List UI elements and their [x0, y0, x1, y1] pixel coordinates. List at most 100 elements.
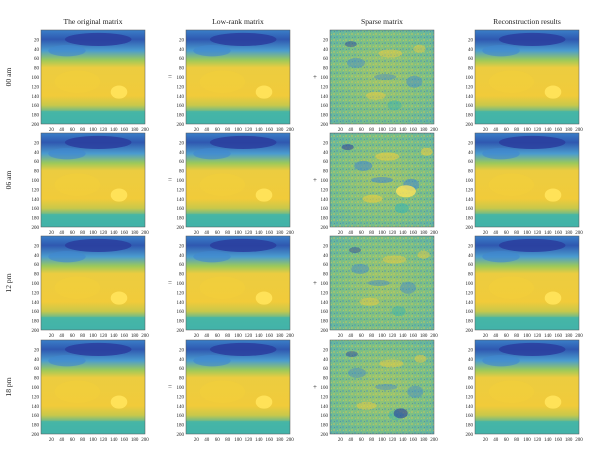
heatmap-blob — [407, 385, 424, 398]
x-tick-label: 140 — [544, 438, 552, 443]
x-tick-label: 80 — [225, 231, 231, 236]
y-tick-label: 80 — [468, 67, 474, 72]
y-tick-label: 180 — [466, 424, 474, 429]
x-tick-label: 180 — [565, 128, 573, 133]
y-tick-label: 200 — [321, 433, 329, 438]
column-title: Reconstruction results — [493, 17, 561, 26]
x-tick-label: 100 — [523, 438, 531, 443]
x-tick-label: 120 — [534, 334, 542, 339]
heatmap-blob — [193, 355, 231, 367]
y-tick-label: 140 — [321, 198, 329, 203]
x-tick-label: 80 — [80, 231, 86, 236]
y-tick-label: 160 — [32, 207, 40, 212]
x-tick-label: 160 — [554, 231, 562, 236]
y-tick-label: 80 — [468, 377, 474, 382]
y-tick-label: 180 — [466, 320, 474, 325]
y-tick-label: 120 — [466, 395, 474, 400]
y-tick-label: 20 — [468, 141, 474, 146]
heatmap-blob — [54, 380, 101, 403]
x-tick-label: 200 — [430, 231, 438, 236]
x-tick-label: 120 — [389, 231, 397, 236]
y-tick-label: 20 — [179, 244, 185, 249]
x-tick-label: 20 — [49, 231, 55, 236]
y-tick-label: 200 — [177, 123, 185, 128]
y-tick-label: 40 — [323, 48, 329, 53]
y-tick-label: 180 — [466, 114, 474, 119]
x-tick-label: 200 — [430, 334, 438, 339]
x-tick-label: 60 — [504, 438, 510, 443]
y-tick-label: 80 — [323, 377, 329, 382]
heatmap-blob — [209, 32, 277, 46]
heatmap-blob — [488, 173, 535, 196]
y-tick-label: 160 — [32, 310, 40, 315]
y-tick-label: 100 — [177, 282, 185, 287]
y-tick-label: 100 — [177, 76, 185, 81]
heatmap-blob — [341, 144, 354, 151]
row-label: 12 pm — [4, 273, 13, 292]
y-tick-label: 100 — [466, 386, 474, 391]
y-tick-label: 60 — [468, 263, 474, 268]
heatmap-blob — [375, 384, 398, 390]
equals-operator: = — [168, 73, 172, 81]
y-tick-label: 100 — [321, 76, 329, 81]
heatmap-blob — [351, 263, 370, 274]
y-tick-label: 60 — [179, 367, 185, 372]
y-tick-label: 160 — [177, 104, 185, 109]
x-tick-label: 40 — [348, 128, 354, 133]
x-tick-label: 200 — [286, 231, 294, 236]
x-tick-label: 200 — [430, 128, 438, 133]
x-tick-label: 180 — [565, 231, 573, 236]
heatmap-blob — [379, 359, 404, 368]
x-tick-label: 160 — [554, 334, 562, 339]
x-tick-label: 20 — [338, 438, 344, 443]
y-tick-label: 20 — [179, 38, 185, 43]
y-tick-label: 120 — [177, 188, 185, 193]
x-tick-label: 60 — [359, 334, 365, 339]
y-tick-label: 100 — [466, 76, 474, 81]
x-tick-label: 100 — [89, 334, 97, 339]
equals-operator: = — [168, 176, 172, 184]
y-tick-label: 140 — [321, 405, 329, 410]
y-tick-label: 20 — [323, 38, 329, 43]
x-tick-label: 160 — [265, 128, 273, 133]
x-tick-label: 200 — [141, 128, 149, 133]
x-tick-label: 60 — [359, 231, 365, 236]
y-tick-label: 40 — [468, 48, 474, 53]
y-tick-label: 120 — [177, 85, 185, 90]
x-tick-label: 80 — [225, 334, 231, 339]
x-tick-label: 60 — [70, 128, 76, 133]
y-tick-label: 180 — [177, 424, 185, 429]
row-label: 06 am — [4, 171, 13, 190]
x-tick-label: 60 — [504, 231, 510, 236]
x-tick-label: 100 — [378, 334, 386, 339]
y-tick-label: 20 — [34, 38, 40, 43]
y-tick-label: 180 — [32, 320, 40, 325]
y-tick-label: 40 — [179, 254, 185, 259]
y-tick-label: 180 — [177, 320, 185, 325]
y-tick-label: 160 — [32, 414, 40, 419]
y-tick-label: 20 — [179, 141, 185, 146]
y-tick-label: 20 — [34, 141, 40, 146]
y-tick-label: 180 — [321, 217, 329, 222]
x-tick-label: 80 — [369, 334, 375, 339]
heatmap-blob — [354, 160, 373, 171]
x-tick-label: 120 — [389, 438, 397, 443]
row-label: 00 am — [4, 68, 13, 87]
x-tick-label: 120 — [245, 231, 253, 236]
x-tick-label: 60 — [215, 438, 221, 443]
x-tick-label: 40 — [59, 438, 65, 443]
heatmap-blob — [498, 135, 566, 149]
y-tick-label: 160 — [177, 207, 185, 212]
y-tick-label: 100 — [32, 76, 40, 81]
x-tick-label: 40 — [493, 438, 499, 443]
x-tick-label: 120 — [100, 438, 108, 443]
x-tick-label: 200 — [286, 128, 294, 133]
x-tick-label: 100 — [234, 438, 242, 443]
x-tick-label: 60 — [504, 128, 510, 133]
x-tick-label: 40 — [493, 231, 499, 236]
x-tick-label: 160 — [409, 231, 417, 236]
